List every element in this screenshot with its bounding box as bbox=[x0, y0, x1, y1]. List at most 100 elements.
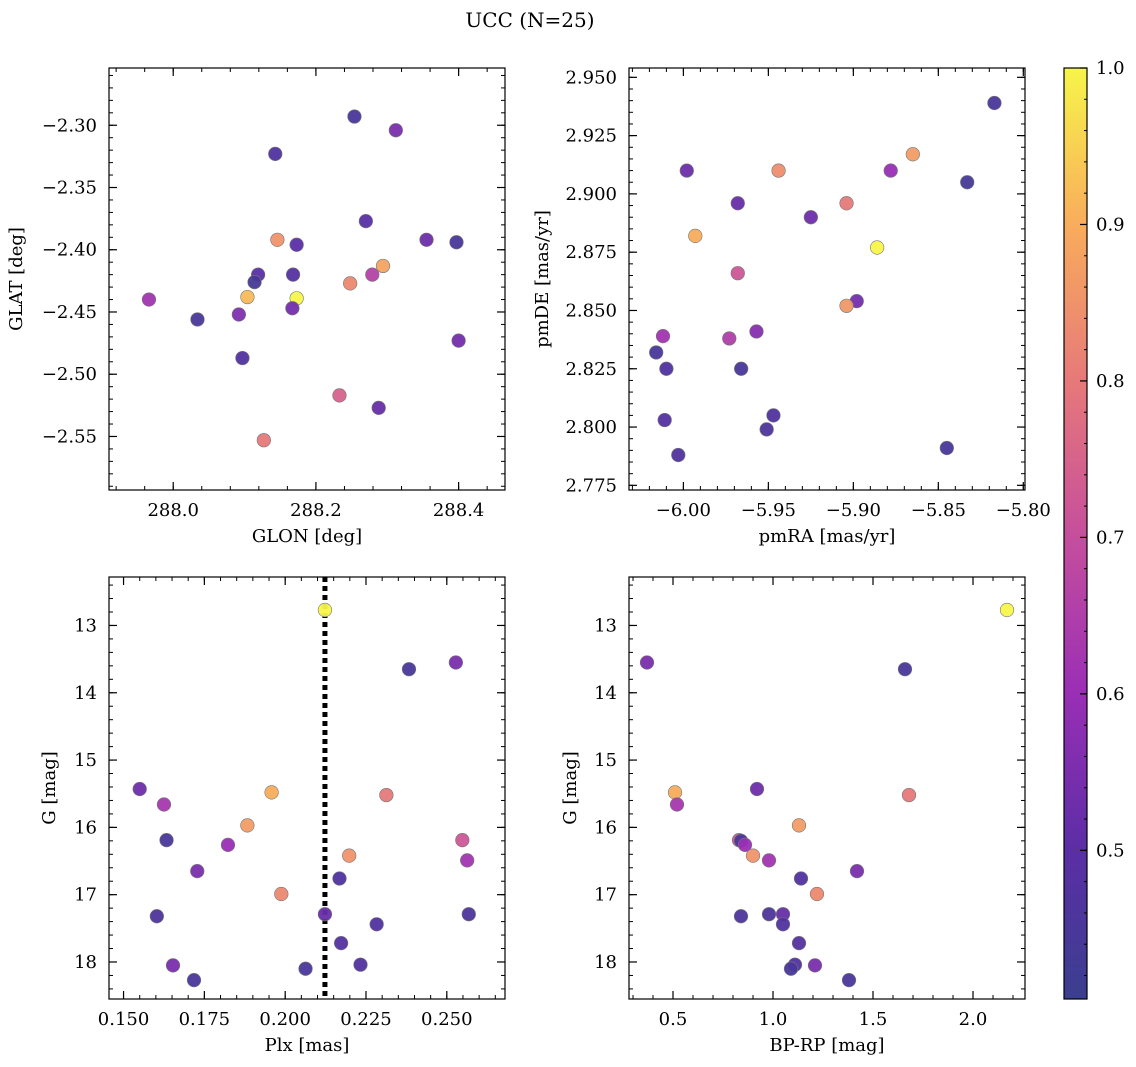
x-axis-label: pmRA [mas/yr] bbox=[759, 526, 896, 547]
data-point bbox=[791, 818, 807, 833]
data-point bbox=[766, 408, 781, 423]
data-point bbox=[657, 412, 672, 428]
data-point bbox=[883, 163, 898, 178]
data-point bbox=[256, 433, 271, 448]
data-point bbox=[649, 345, 664, 360]
data-point bbox=[461, 907, 476, 922]
x-tick-label: −5.80 bbox=[996, 500, 1051, 521]
data-point bbox=[235, 350, 250, 366]
data-point bbox=[999, 602, 1015, 618]
data-point bbox=[190, 864, 205, 879]
plot-frame bbox=[108, 576, 506, 1000]
data-point bbox=[342, 848, 357, 863]
data-point bbox=[783, 961, 799, 976]
data-point bbox=[132, 781, 147, 797]
data-point bbox=[722, 331, 737, 346]
x-tick-label: 1.5 bbox=[859, 1009, 888, 1030]
data-point bbox=[156, 797, 172, 812]
data-point bbox=[449, 235, 464, 250]
colorbar-tick-label: 0.6 bbox=[1096, 684, 1125, 705]
y-tick-label: 2.950 bbox=[565, 67, 617, 88]
data-point bbox=[771, 163, 786, 178]
x-tick-label: 0.200 bbox=[259, 1009, 311, 1030]
plot-frame bbox=[628, 576, 1026, 1000]
x-axis-label: Plx [mas] bbox=[265, 1035, 350, 1056]
y-tick-label: 2.925 bbox=[565, 126, 617, 147]
y-axis-label: G [mag] bbox=[560, 751, 581, 824]
y-tick-label: 18 bbox=[74, 952, 97, 973]
colorbar-tick-label: 0.5 bbox=[1096, 840, 1125, 861]
data-point bbox=[905, 147, 920, 162]
data-point bbox=[448, 655, 463, 670]
y-tick-label: −2.45 bbox=[42, 302, 97, 323]
colorbar-tick-label: 0.9 bbox=[1096, 214, 1125, 235]
data-point bbox=[270, 232, 285, 247]
data-point bbox=[289, 237, 304, 252]
data-point bbox=[841, 973, 857, 988]
x-tick-label: 0.150 bbox=[98, 1009, 150, 1030]
data-point bbox=[353, 957, 368, 972]
data-point bbox=[240, 289, 255, 305]
plot-frame bbox=[108, 67, 506, 491]
data-point bbox=[745, 848, 761, 863]
data-point bbox=[419, 232, 434, 247]
data-point bbox=[285, 267, 301, 282]
data-point bbox=[679, 163, 694, 178]
figure-title: UCC (N=25) bbox=[465, 8, 594, 32]
data-point bbox=[659, 361, 674, 376]
data-point bbox=[371, 400, 386, 415]
data-point bbox=[775, 917, 791, 932]
x-tick-label: 0.175 bbox=[179, 1009, 231, 1030]
y-tick-label: 17 bbox=[74, 885, 97, 906]
y-tick-label: −2.50 bbox=[42, 364, 97, 385]
x-tick-label: 0.5 bbox=[659, 1009, 688, 1030]
data-point bbox=[749, 324, 764, 339]
x-tick-label: −6.00 bbox=[656, 500, 711, 521]
y-tick-label: 18 bbox=[594, 952, 617, 973]
x-tick-label: 1.0 bbox=[759, 1009, 788, 1030]
y-tick-label: −2.40 bbox=[42, 240, 97, 261]
x-tick-label: 288.2 bbox=[290, 500, 342, 521]
scatter-panel-3: 0.150 0.175 0.200 0.225 0.250 13 14 15 16 17 18 Plx… bbox=[39, 576, 506, 1056]
data-point bbox=[190, 312, 205, 327]
y-tick-label: 2.825 bbox=[565, 359, 617, 380]
data-point bbox=[141, 292, 157, 307]
data-point bbox=[347, 109, 362, 124]
data-point bbox=[369, 917, 384, 932]
x-axis-label: BP-RP [mag] bbox=[769, 1035, 884, 1056]
data-point bbox=[332, 871, 347, 886]
data-point bbox=[749, 781, 765, 797]
data-point bbox=[334, 936, 349, 951]
y-tick-label: 15 bbox=[594, 750, 617, 771]
y-tick-label: 15 bbox=[74, 750, 97, 771]
data-point bbox=[379, 787, 394, 803]
x-tick-label: −5.85 bbox=[911, 500, 966, 521]
data-point bbox=[240, 818, 255, 833]
data-point bbox=[186, 973, 202, 988]
y-axis-label: pmDE [mas/yr] bbox=[532, 210, 553, 348]
data-point bbox=[247, 275, 262, 290]
data-point bbox=[759, 422, 774, 437]
data-point bbox=[761, 907, 777, 922]
data-point bbox=[264, 785, 279, 800]
colorbar-tick-label: 0.7 bbox=[1096, 527, 1125, 548]
data-point bbox=[960, 175, 975, 190]
data-point bbox=[268, 146, 283, 161]
x-axis-label: GLON [deg] bbox=[252, 526, 362, 547]
data-point bbox=[365, 267, 380, 282]
y-tick-label: 14 bbox=[74, 683, 97, 704]
data-point bbox=[667, 785, 683, 800]
data-point bbox=[733, 909, 749, 924]
data-point bbox=[793, 871, 809, 886]
data-point bbox=[849, 864, 865, 879]
data-point bbox=[317, 602, 333, 618]
y-tick-label: 2.875 bbox=[565, 242, 617, 263]
y-tick-label: −2.30 bbox=[42, 115, 97, 136]
data-point bbox=[803, 210, 818, 225]
data-point bbox=[839, 298, 854, 313]
data-point bbox=[688, 228, 703, 243]
y-tick-label: 14 bbox=[594, 683, 617, 704]
data-point bbox=[343, 276, 358, 291]
plot-frame bbox=[628, 67, 1026, 491]
